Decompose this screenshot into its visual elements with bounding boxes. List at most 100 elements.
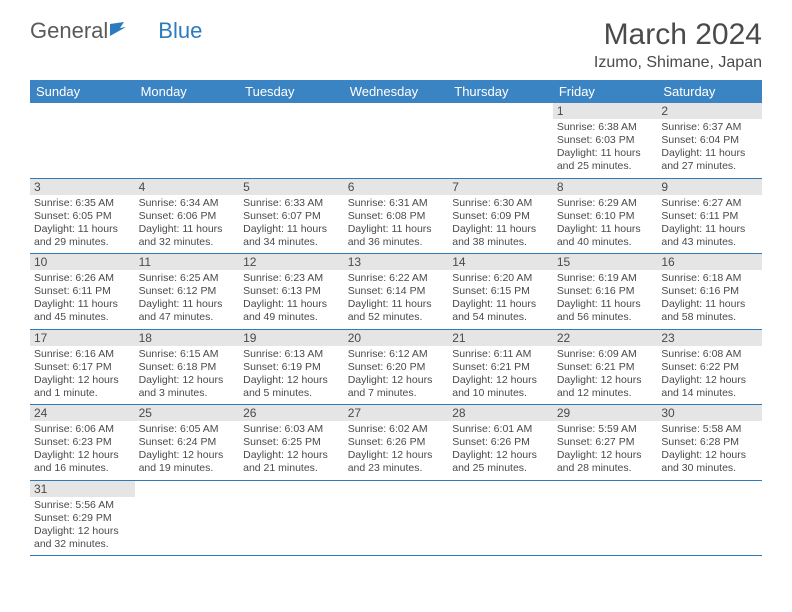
day-info: Sunrise: 6:31 AMSunset: 6:08 PMDaylight:…: [348, 197, 445, 250]
day-cell: 19Sunrise: 6:13 AMSunset: 6:19 PMDayligh…: [239, 329, 344, 405]
day-cell: 11 Sunrise: 6:25 AMSunset: 6:12 PMDayligh…: [135, 254, 240, 330]
empty-cell: [344, 480, 449, 556]
day-info: Sunrise: 6:35 AMSunset: 6:05 PMDaylight:…: [34, 197, 131, 250]
day-info: Sunrise: 5:58 AMSunset: 6:28 PMDaylight:…: [661, 423, 758, 476]
day-number: 13: [344, 254, 449, 270]
day-cell: 17 Sunrise: 6:16 AMSunset: 6:17 PMDayligh…: [30, 329, 135, 405]
day-info: Sunrise: 6:30 AMSunset: 6:09 PMDaylight:…: [452, 197, 549, 250]
day-info: Sunrise: 6:34 AMSunset: 6:06 PMDaylight:…: [139, 197, 236, 250]
day-number: 3: [30, 179, 135, 195]
day-cell: 24 Sunrise: 6:06 AMSunset: 6:23 PMDayligh…: [30, 405, 135, 481]
day-cell: 22 Sunrise: 6:09 AMSunset: 6:21 PMDayligh…: [553, 329, 658, 405]
empty-cell: [239, 480, 344, 556]
logo-flag-icon: [110, 18, 130, 44]
day-info: Sunrise: 6:01 AMSunset: 6:26 PMDaylight:…: [452, 423, 549, 476]
month-title: March 2024: [594, 18, 762, 52]
empty-cell: [448, 480, 553, 556]
calendar-row: 10Sunrise: 6:26 AMSunset: 6:11 PMDayligh…: [30, 254, 762, 330]
day-cell: 16Sunrise: 6:18 AMSunset: 6:16 PMDayligh…: [657, 254, 762, 330]
day-info: Sunrise: 6:08 AMSunset: 6:22 PMDaylight:…: [661, 348, 758, 401]
day-number: 8: [553, 179, 658, 195]
day-cell: 21 Sunrise: 6:11 AMSunset: 6:21 PMDayligh…: [448, 329, 553, 405]
day-number: 5: [239, 179, 344, 195]
day-number: 29: [553, 405, 658, 421]
day-cell: 12Sunrise: 6:23 AMSunset: 6:13 PMDayligh…: [239, 254, 344, 330]
empty-cell: [553, 480, 658, 556]
day-number: 24: [30, 405, 135, 421]
day-header: Friday: [553, 80, 658, 103]
day-cell: 27 Sunrise: 6:02 AMSunset: 6:26 PMDayligh…: [344, 405, 449, 481]
day-info: Sunrise: 6:33 AMSunset: 6:07 PMDaylight:…: [243, 197, 340, 250]
day-info: Sunrise: 6:15 AMSunset: 6:18 PMDaylight:…: [139, 348, 236, 401]
day-info: Sunrise: 5:59 AMSunset: 6:27 PMDaylight:…: [557, 423, 654, 476]
title-block: March 2024 Izumo, Shimane, Japan: [594, 18, 762, 72]
day-cell: 15Sunrise: 6:19 AMSunset: 6:16 PMDayligh…: [553, 254, 658, 330]
day-number: 22: [553, 330, 658, 346]
calendar-table: SundayMondayTuesdayWednesdayThursdayFrid…: [30, 80, 762, 556]
day-number: 1: [553, 103, 658, 119]
empty-cell: [657, 480, 762, 556]
day-number: 6: [344, 179, 449, 195]
day-cell: 1 Sunrise: 6:38 AMSunset: 6:03 PMDaylight…: [553, 103, 658, 178]
day-number: 23: [657, 330, 762, 346]
day-cell: 10Sunrise: 6:26 AMSunset: 6:11 PMDayligh…: [30, 254, 135, 330]
logo-text-2: Blue: [158, 18, 202, 44]
day-info: Sunrise: 6:03 AMSunset: 6:25 PMDaylight:…: [243, 423, 340, 476]
day-info: Sunrise: 6:06 AMSunset: 6:23 PMDaylight:…: [34, 423, 131, 476]
header: General Blue March 2024 Izumo, Shimane, …: [30, 18, 762, 72]
day-info: Sunrise: 6:37 AMSunset: 6:04 PMDaylight:…: [661, 121, 758, 174]
day-number: 31: [30, 481, 135, 497]
empty-cell: [239, 103, 344, 178]
day-info: Sunrise: 6:09 AMSunset: 6:21 PMDaylight:…: [557, 348, 654, 401]
day-cell: 5 Sunrise: 6:33 AMSunset: 6:07 PMDaylight…: [239, 178, 344, 254]
day-info: Sunrise: 6:38 AMSunset: 6:03 PMDaylight:…: [557, 121, 654, 174]
day-header: Sunday: [30, 80, 135, 103]
day-number: 25: [135, 405, 240, 421]
day-number: 11: [135, 254, 240, 270]
day-info: Sunrise: 5:56 AMSunset: 6:29 PMDaylight:…: [34, 499, 131, 552]
day-number: 16: [657, 254, 762, 270]
calendar-body: 1 Sunrise: 6:38 AMSunset: 6:03 PMDaylight…: [30, 103, 762, 556]
day-cell: 14 Sunrise: 6:20 AMSunset: 6:15 PMDayligh…: [448, 254, 553, 330]
empty-cell: [135, 480, 240, 556]
day-cell: 25 Sunrise: 6:05 AMSunset: 6:24 PMDayligh…: [135, 405, 240, 481]
empty-cell: [344, 103, 449, 178]
day-header: Tuesday: [239, 80, 344, 103]
calendar-row: 17 Sunrise: 6:16 AMSunset: 6:17 PMDayligh…: [30, 329, 762, 405]
logo-text-1: General: [30, 18, 108, 44]
day-info: Sunrise: 6:13 AMSunset: 6:19 PMDaylight:…: [243, 348, 340, 401]
day-cell: 23 Sunrise: 6:08 AMSunset: 6:22 PMDayligh…: [657, 329, 762, 405]
day-cell: 3 Sunrise: 6:35 AMSunset: 6:05 PMDaylight…: [30, 178, 135, 254]
calendar-row: 31 Sunrise: 5:56 AMSunset: 6:29 PMDayligh…: [30, 480, 762, 556]
day-number: 18: [135, 330, 240, 346]
calendar-row: 1 Sunrise: 6:38 AMSunset: 6:03 PMDaylight…: [30, 103, 762, 178]
day-cell: 18 Sunrise: 6:15 AMSunset: 6:18 PMDayligh…: [135, 329, 240, 405]
day-number: 15: [553, 254, 658, 270]
day-info: Sunrise: 6:05 AMSunset: 6:24 PMDaylight:…: [139, 423, 236, 476]
day-number: 14: [448, 254, 553, 270]
day-number: 20: [344, 330, 449, 346]
day-cell: 30 Sunrise: 5:58 AMSunset: 6:28 PMDayligh…: [657, 405, 762, 481]
day-number: 30: [657, 405, 762, 421]
day-number: 27: [344, 405, 449, 421]
location: Izumo, Shimane, Japan: [594, 54, 762, 72]
day-info: Sunrise: 6:25 AMSunset: 6:12 PMDaylight:…: [139, 272, 236, 325]
day-info: Sunrise: 6:22 AMSunset: 6:14 PMDaylight:…: [348, 272, 445, 325]
day-info: Sunrise: 6:12 AMSunset: 6:20 PMDaylight:…: [348, 348, 445, 401]
day-cell: 8Sunrise: 6:29 AMSunset: 6:10 PMDaylight…: [553, 178, 658, 254]
day-info: Sunrise: 6:26 AMSunset: 6:11 PMDaylight:…: [34, 272, 131, 325]
day-number: 7: [448, 179, 553, 195]
day-cell: 9Sunrise: 6:27 AMSunset: 6:11 PMDaylight…: [657, 178, 762, 254]
day-cell: 20 Sunrise: 6:12 AMSunset: 6:20 PMDayligh…: [344, 329, 449, 405]
day-number: 17: [30, 330, 135, 346]
day-info: Sunrise: 6:02 AMSunset: 6:26 PMDaylight:…: [348, 423, 445, 476]
day-info: Sunrise: 6:16 AMSunset: 6:17 PMDaylight:…: [34, 348, 131, 401]
day-header: Monday: [135, 80, 240, 103]
day-info: Sunrise: 6:11 AMSunset: 6:21 PMDaylight:…: [452, 348, 549, 401]
day-number: 2: [657, 103, 762, 119]
day-info: Sunrise: 6:20 AMSunset: 6:15 PMDaylight:…: [452, 272, 549, 325]
day-number: 9: [657, 179, 762, 195]
day-cell: 7 Sunrise: 6:30 AMSunset: 6:09 PMDaylight…: [448, 178, 553, 254]
day-number: 21: [448, 330, 553, 346]
day-header: Wednesday: [344, 80, 449, 103]
